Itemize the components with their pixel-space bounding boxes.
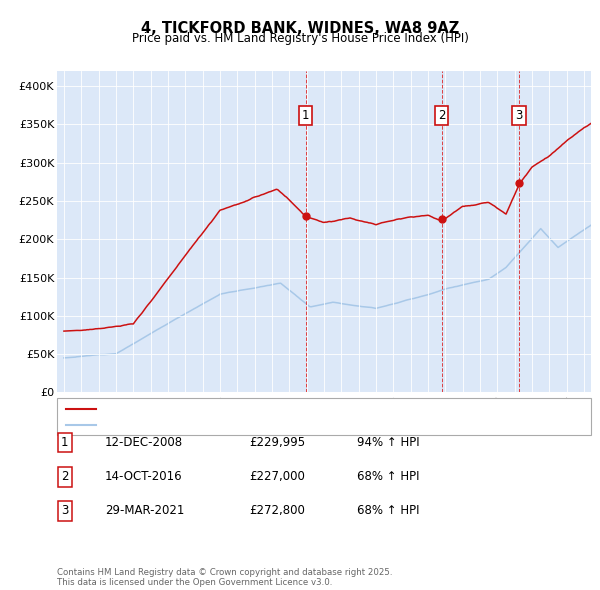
Text: £229,995: £229,995 xyxy=(249,436,305,449)
Text: 14-OCT-2016: 14-OCT-2016 xyxy=(105,470,182,483)
Text: 1: 1 xyxy=(302,109,310,122)
Text: 68% ↑ HPI: 68% ↑ HPI xyxy=(357,504,419,517)
Text: HPI: Average price, semi-detached house, Halton: HPI: Average price, semi-detached house,… xyxy=(101,420,356,430)
Text: 68% ↑ HPI: 68% ↑ HPI xyxy=(357,470,419,483)
Text: 12-DEC-2008: 12-DEC-2008 xyxy=(105,436,183,449)
Text: Contains HM Land Registry data © Crown copyright and database right 2025.
This d: Contains HM Land Registry data © Crown c… xyxy=(57,568,392,587)
Text: £227,000: £227,000 xyxy=(249,470,305,483)
Text: 94% ↑ HPI: 94% ↑ HPI xyxy=(357,436,419,449)
Text: 4, TICKFORD BANK, WIDNES, WA8 9AZ (semi-detached house): 4, TICKFORD BANK, WIDNES, WA8 9AZ (semi-… xyxy=(101,404,425,414)
Text: 4, TICKFORD BANK, WIDNES, WA8 9AZ: 4, TICKFORD BANK, WIDNES, WA8 9AZ xyxy=(141,21,459,35)
Text: 2: 2 xyxy=(438,109,445,122)
Text: 1: 1 xyxy=(61,436,68,449)
Text: 3: 3 xyxy=(61,504,68,517)
Text: 2: 2 xyxy=(61,470,68,483)
Text: Price paid vs. HM Land Registry's House Price Index (HPI): Price paid vs. HM Land Registry's House … xyxy=(131,32,469,45)
Text: £272,800: £272,800 xyxy=(249,504,305,517)
Text: 3: 3 xyxy=(515,109,523,122)
Text: 29-MAR-2021: 29-MAR-2021 xyxy=(105,504,184,517)
